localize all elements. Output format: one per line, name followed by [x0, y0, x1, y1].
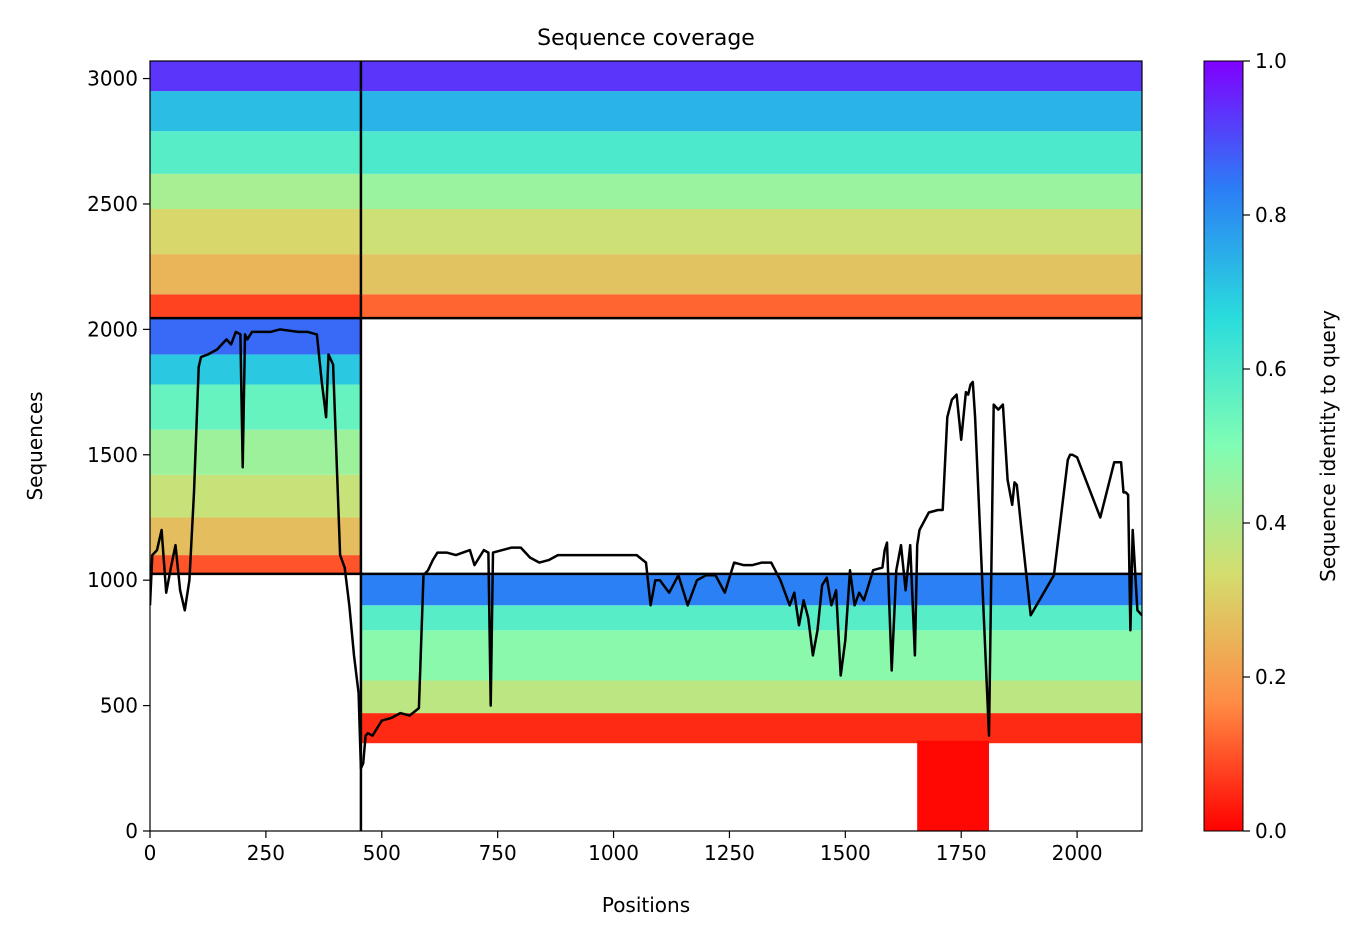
heat-band — [360, 91, 1142, 132]
chart-title: Sequence coverage — [537, 26, 755, 51]
plot-frame — [149, 60, 1143, 832]
y-axis-label: Sequences — [23, 391, 47, 500]
heat-band — [150, 294, 361, 319]
heat-band — [360, 573, 1142, 606]
heat-band — [360, 61, 1142, 92]
heat-band — [150, 131, 361, 174]
heat-band — [360, 131, 1142, 174]
heat-band — [360, 713, 1142, 744]
heat-band — [360, 294, 1142, 319]
heat-block-middle-left — [150, 318, 361, 574]
y-tick-label: 2000 — [87, 317, 138, 341]
x-tick-label: 1500 — [820, 841, 871, 865]
heat-block-upper-left — [150, 61, 361, 319]
colorbar-ticks: 0.0 0.2 0.4 0.6 0.8 1.0 — [1243, 49, 1287, 843]
x-tick-label: 2000 — [1052, 841, 1103, 865]
plot-area — [149, 60, 1143, 832]
heat-block-upper-right — [360, 61, 1142, 319]
heat-band — [150, 474, 361, 518]
heat-band — [360, 605, 1142, 631]
heat-band — [360, 173, 1142, 209]
x-tick-label: 250 — [247, 841, 285, 865]
x-axis: 0 250 500 750 1000 1250 1500 1750 2000 — [144, 831, 1103, 865]
heat-band — [150, 91, 361, 132]
heat-band — [150, 173, 361, 209]
colorbar-tick-label: 1.0 — [1255, 49, 1287, 73]
coverage-line — [150, 328, 1142, 770]
x-tick-label: 1750 — [936, 841, 987, 865]
x-tick-label: 750 — [479, 841, 517, 865]
colorbar-gradient — [1203, 60, 1244, 832]
heat-band — [360, 680, 1142, 714]
y-tick-label: 3000 — [87, 67, 138, 91]
heatmap-blocks — [150, 61, 1142, 831]
x-tick-label: 500 — [363, 841, 401, 865]
colorbar: 0.0 0.2 0.4 0.6 0.8 1.0 Sequence identity to … — [1203, 49, 1340, 843]
heat-band — [360, 630, 1142, 681]
heat-band — [360, 254, 1142, 295]
y-axis: 0 500 1000 1500 2000 2500 3000 — [87, 67, 150, 843]
heat-band — [917, 740, 990, 831]
colorbar-tick-label: 0.2 — [1255, 665, 1287, 689]
x-tick-label: 0 — [144, 841, 157, 865]
y-tick-label: 1000 — [87, 568, 138, 592]
x-tick-label: 1000 — [588, 841, 639, 865]
y-tick-label: 0 — [125, 819, 138, 843]
x-tick-label: 1250 — [704, 841, 755, 865]
heat-block-lower-right — [360, 573, 1142, 744]
x-axis-label: Positions — [602, 893, 690, 917]
heat-band — [150, 555, 361, 574]
heat-band — [150, 61, 361, 92]
colorbar-label: Sequence identity to query — [1316, 310, 1340, 582]
colorbar-tick-label: 0.8 — [1255, 203, 1287, 227]
heat-band — [150, 354, 361, 385]
heat-band — [150, 318, 361, 355]
y-tick-label: 1500 — [87, 443, 138, 467]
heat-band — [150, 429, 361, 475]
heat-band — [150, 254, 361, 295]
heat-band — [360, 208, 1142, 255]
heat-band — [150, 208, 361, 255]
heat-band — [150, 384, 361, 430]
y-tick-label: 500 — [100, 694, 138, 718]
colorbar-tick-label: 0.4 — [1255, 511, 1287, 535]
heat-band — [150, 517, 361, 556]
y-tick-label: 2500 — [87, 192, 138, 216]
colorbar-tick-label: 0.0 — [1255, 819, 1287, 843]
heat-block-lower-right-low-identity — [917, 740, 990, 831]
colorbar-tick-label: 0.6 — [1255, 357, 1287, 381]
